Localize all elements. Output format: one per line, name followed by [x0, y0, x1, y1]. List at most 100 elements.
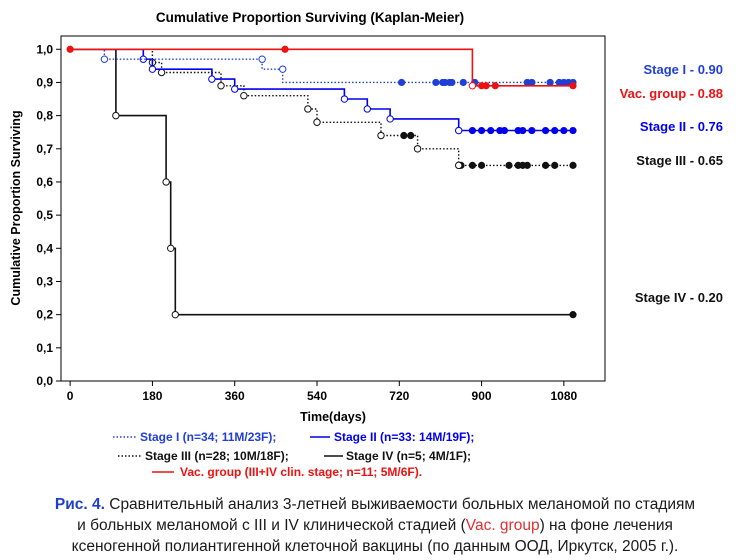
legend: Stage I (n=34; 11M/23F); Stage II (n=33:… — [113, 430, 474, 479]
caption-line-2-before: и больных меланомой с III и IV клиническ… — [77, 517, 466, 534]
series-layer — [66, 45, 577, 319]
censored-point — [459, 78, 467, 87]
y-tick-label: 0,4 — [36, 241, 53, 255]
y-axis-label: Cumulative Proportion Surviving — [9, 110, 23, 305]
event-point — [386, 115, 394, 123]
kaplan-meier-chart: Cumulative Proportion Surviving (Kaplan-… — [9, 10, 723, 479]
censored-point — [569, 82, 577, 90]
censored-point — [432, 78, 440, 87]
legend-label-stage-4: Stage IV (n=5; 4M/1F); — [346, 449, 471, 463]
legend-label-vac-group: Vac. group (III+IV clin. stage; n=11; 5M… — [180, 465, 422, 479]
censored-point — [448, 78, 456, 87]
end-value-annotations: Stage I - 0.90 Vac. group - 0.88 Stage I… — [620, 62, 723, 305]
censored-point — [281, 45, 289, 53]
event-point — [363, 105, 371, 113]
series-0 — [70, 48, 577, 87]
x-tick-label: 1080 — [551, 389, 578, 403]
event-point — [455, 161, 463, 170]
event-point — [139, 55, 147, 63]
caption-line-2-after: ) на фоне лечения — [539, 517, 673, 534]
x-tick-label: 0 — [67, 389, 74, 403]
x-tick-label: 720 — [389, 389, 409, 403]
caption-line-3: ксеногенной полиантигенной клеточной вак… — [71, 538, 679, 555]
censored-point — [487, 126, 495, 135]
censored-point — [477, 161, 486, 169]
censored-point — [528, 126, 536, 135]
legend-label-stage-1: Stage I (n=34; 11M/23F); — [140, 430, 276, 444]
event-point — [162, 178, 170, 186]
figure-label: Рис. 4. — [54, 496, 105, 513]
chart-title: Cumulative Proportion Surviving (Kaplan-… — [156, 10, 464, 25]
event-point — [304, 105, 312, 113]
censored-point — [477, 126, 486, 135]
event-point — [208, 75, 216, 83]
event-point — [217, 82, 225, 90]
censored-point — [519, 126, 527, 135]
censored-point — [569, 126, 577, 135]
censored-point — [551, 126, 559, 135]
plot-area — [60, 35, 606, 382]
censored-point — [560, 126, 568, 135]
event-point — [313, 118, 321, 126]
x-tick-label: 900 — [472, 389, 492, 403]
censored-point — [523, 161, 531, 169]
event-point — [340, 95, 349, 103]
y-tick-label: 0,1 — [36, 341, 53, 355]
censored-point — [407, 131, 415, 140]
event-point — [377, 131, 385, 140]
censored-point — [397, 78, 406, 87]
censored-point — [468, 126, 477, 135]
y-tick-label: 0,5 — [36, 208, 53, 222]
event-point — [468, 82, 477, 90]
x-tick-label: 360 — [225, 389, 245, 403]
event-point — [171, 310, 179, 319]
y-tick-label: 0,2 — [36, 308, 53, 322]
series-line — [70, 48, 573, 84]
y-tick-label: 0,0 — [36, 374, 53, 388]
censored-point — [541, 161, 550, 169]
event-point — [100, 55, 109, 63]
event-point — [413, 145, 422, 153]
censored-point — [569, 161, 577, 169]
censored-point — [528, 78, 536, 87]
censored-point — [482, 82, 490, 90]
caption-vac-group: Vac. group — [465, 517, 540, 534]
series-line — [70, 48, 573, 87]
legend-label-stage-2: Stage II (n=33: 14M/19F); — [334, 430, 474, 444]
y-tick-label: 0,7 — [36, 142, 53, 156]
series-4 — [66, 45, 577, 90]
censored-point — [500, 126, 509, 135]
event-point — [157, 68, 166, 77]
censored-point — [491, 82, 499, 90]
event-point — [279, 65, 287, 73]
y-tick-label: 0,6 — [36, 175, 53, 189]
x-axis-label: Time(days) — [300, 410, 366, 424]
censored-point — [400, 131, 408, 140]
y-tick-label: 0,9 — [36, 75, 53, 89]
annotation-stage-1: Stage I - 0.90 — [644, 62, 723, 77]
censored-point — [569, 311, 577, 319]
event-point — [240, 92, 248, 100]
censored-point — [541, 126, 550, 135]
x-tick-label: 540 — [307, 389, 327, 403]
annotation-stage-4: Stage IV - 0.20 — [635, 290, 723, 305]
censored-point — [66, 45, 74, 53]
legend-label-stage-3: Stage III (n=28; 10M/18F); — [145, 449, 289, 463]
y-tick-label: 0,3 — [36, 274, 53, 288]
event-point — [231, 85, 239, 93]
figure-caption: Рис. 4. Сравнительный анализ 3-летней вы… — [0, 494, 750, 557]
censored-point — [551, 161, 559, 169]
y-tick-label: 0,8 — [36, 109, 53, 123]
annotation-vac-group: Vac. group - 0.88 — [620, 86, 723, 101]
series-1 — [70, 48, 577, 135]
annotation-stage-3: Stage III - 0.65 — [636, 153, 723, 168]
event-point — [455, 126, 463, 135]
censored-point — [468, 161, 477, 169]
y-axis: 0,0 0,1 0,2 0,3 0,4 0,5 0,6 0,7 0,8 0,9 1,0 — [36, 42, 61, 388]
x-tick-label: 180 — [142, 389, 162, 403]
event-point — [167, 244, 175, 253]
censored-point — [546, 78, 554, 87]
censored-point — [505, 161, 513, 169]
series-3 — [70, 48, 577, 319]
caption-line-1-text: Сравнительный анализ 3-летней выживаемос… — [104, 496, 696, 513]
